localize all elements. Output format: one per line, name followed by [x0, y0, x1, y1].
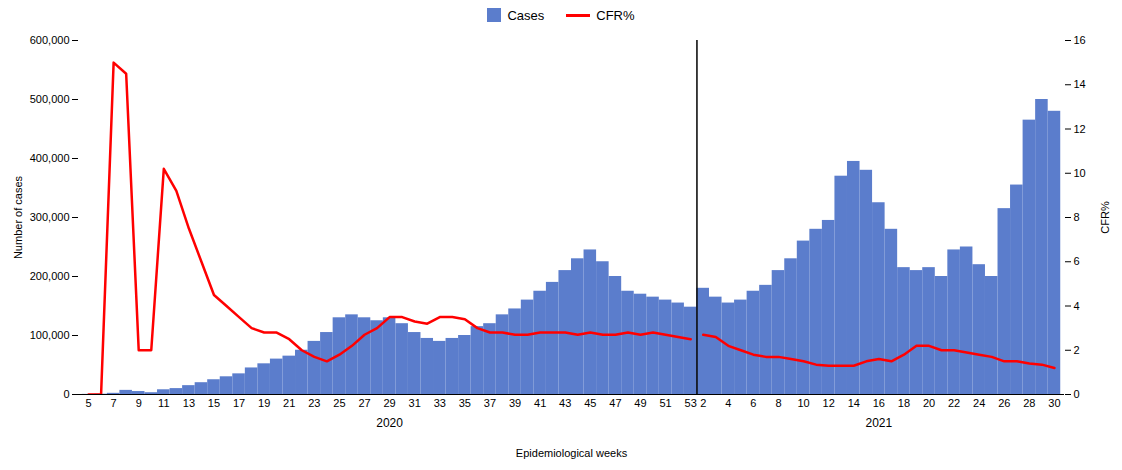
svg-text:10: 10 [1074, 167, 1086, 179]
svg-text:17: 17 [233, 397, 245, 409]
svg-text:49: 49 [634, 397, 646, 409]
svg-text:600,000: 600,000 [30, 34, 70, 46]
svg-text:6: 6 [750, 397, 756, 409]
svg-text:4: 4 [1074, 300, 1080, 312]
svg-text:300,000: 300,000 [30, 211, 70, 223]
svg-text:47: 47 [609, 397, 621, 409]
svg-text:25: 25 [333, 397, 345, 409]
svg-text:21: 21 [283, 397, 295, 409]
svg-text:12: 12 [1074, 123, 1086, 135]
svg-text:6: 6 [1074, 255, 1080, 267]
svg-text:19: 19 [258, 397, 270, 409]
svg-text:7: 7 [111, 397, 117, 409]
svg-text:39: 39 [509, 397, 521, 409]
svg-text:8: 8 [775, 397, 781, 409]
svg-text:0: 0 [63, 388, 69, 400]
svg-text:8: 8 [1074, 211, 1080, 223]
svg-text:43: 43 [559, 397, 571, 409]
svg-text:2: 2 [700, 397, 706, 409]
svg-text:CFR%: CFR% [1099, 201, 1111, 234]
svg-text:24: 24 [973, 397, 985, 409]
svg-text:100,000: 100,000 [30, 329, 70, 341]
svg-text:16: 16 [1074, 34, 1086, 46]
svg-text:12: 12 [823, 397, 835, 409]
svg-text:51: 51 [659, 397, 671, 409]
svg-text:400,000: 400,000 [30, 152, 70, 164]
svg-text:4: 4 [725, 397, 731, 409]
svg-text:27: 27 [358, 397, 370, 409]
svg-text:Epidemiological weeks: Epidemiological weeks [516, 447, 628, 459]
svg-text:41: 41 [534, 397, 546, 409]
svg-text:2: 2 [1074, 344, 1080, 356]
html-text:Cases: Cases [507, 7, 545, 23]
svg-text:35: 35 [459, 397, 471, 409]
svg-text:23: 23 [308, 397, 320, 409]
svg-text:9: 9 [136, 397, 142, 409]
svg-text:37: 37 [484, 397, 496, 409]
svg-text:11: 11 [158, 397, 169, 409]
svg-text:53: 53 [685, 397, 697, 409]
svg-text:14: 14 [1074, 78, 1086, 90]
svg-text:Number of cases: Number of cases [12, 175, 24, 259]
svg-text:15: 15 [208, 397, 220, 409]
svg-text:16: 16 [873, 397, 885, 409]
svg-text:2021: 2021 [865, 416, 892, 430]
svg-text:29: 29 [383, 397, 395, 409]
svg-text:200,000: 200,000 [30, 270, 70, 282]
html-text:CFR%: CFR% [596, 7, 635, 23]
svg-text:28: 28 [1023, 397, 1035, 409]
svg-text:45: 45 [584, 397, 596, 409]
svg-text:18: 18 [898, 397, 910, 409]
svg-text:33: 33 [434, 397, 446, 409]
svg-text:0: 0 [1074, 388, 1080, 400]
svg-text:22: 22 [948, 397, 960, 409]
svg-text:13: 13 [183, 397, 195, 409]
svg-text:30: 30 [1048, 397, 1060, 409]
svg-text:31: 31 [409, 397, 421, 409]
svg-text:26: 26 [998, 397, 1010, 409]
svg-text:500,000: 500,000 [30, 93, 70, 105]
svg-text:5: 5 [85, 397, 91, 409]
svg-text:20: 20 [923, 397, 935, 409]
svg-text:14: 14 [848, 397, 860, 409]
svg-text:2020: 2020 [376, 416, 403, 430]
svg-text:10: 10 [797, 397, 809, 409]
